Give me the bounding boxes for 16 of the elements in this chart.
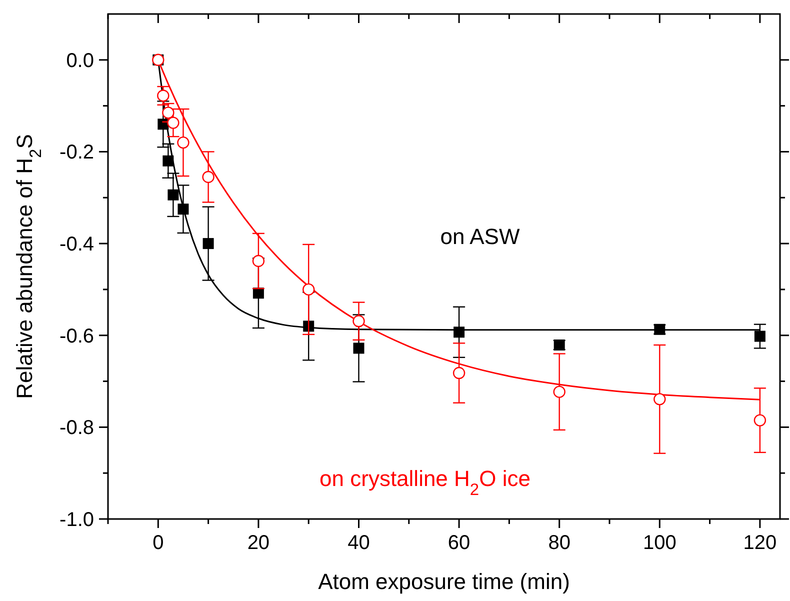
y-tick-label: 0.0 <box>66 50 94 72</box>
text: on crystalline H$_{2}$O ice <box>320 466 530 499</box>
y-tick-label: -1.0 <box>60 509 94 531</box>
x-tick-label: 100 <box>642 532 676 554</box>
x-tick-label: 120 <box>743 532 777 554</box>
x-tick-label: 20 <box>247 532 270 554</box>
y-tick-label: -0.8 <box>60 417 94 440</box>
x-tick-label: 80 <box>548 532 570 554</box>
x-tick-label: 0 <box>152 532 164 554</box>
y-tick-label: -0.6 <box>60 325 94 348</box>
x-tick-label: 60 <box>448 532 470 554</box>
x-axis-title: Atom exposure time (min) <box>318 569 570 594</box>
x-tick-label: 40 <box>348 532 370 554</box>
y-tick-label: -0.2 <box>60 142 94 164</box>
text: on ASW <box>440 224 520 249</box>
y-tick-label: -0.4 <box>60 234 94 256</box>
